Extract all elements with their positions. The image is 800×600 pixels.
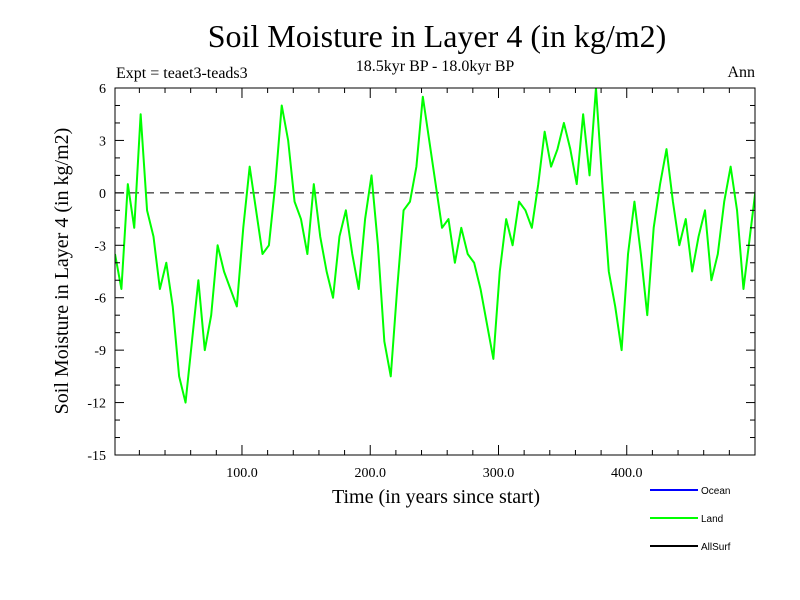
x-tick-label: 400.0 [611,466,643,481]
y-axis-label: Soil Moisture in Layer 4 (in kg/m2) [51,128,73,415]
legend-label-land: Land [701,514,723,525]
y-tick-label: -9 [94,344,106,359]
y-tick-label: 3 [99,134,106,149]
y-tick-label: -12 [87,397,106,412]
chart-subtitle: 18.5kyr BP - 18.0kyr BP [356,58,515,75]
x-tick-label: 300.0 [483,466,515,481]
x-axis-label: Time (in years since start) [332,486,540,508]
chart-title: Soil Moisture in Layer 4 (in kg/m2) [208,18,667,54]
y-tick-label: 0 [99,187,106,202]
x-tick-label: 200.0 [354,466,386,481]
legend-label-ocean: Ocean [701,486,730,497]
y-tick-label: 6 [99,82,106,97]
legend-label-allsurf: AllSurf [701,542,731,553]
y-tick-label: -3 [94,239,106,254]
series-line-land [115,88,755,404]
plot-frame [114,87,756,456]
x-tick-label: 100.0 [226,466,258,481]
experiment-label: Expt = teaet3-teads3 [116,65,248,82]
y-tick-label: -6 [94,292,106,307]
y-tick-label: -15 [87,449,106,464]
period-label: Ann [727,64,755,81]
